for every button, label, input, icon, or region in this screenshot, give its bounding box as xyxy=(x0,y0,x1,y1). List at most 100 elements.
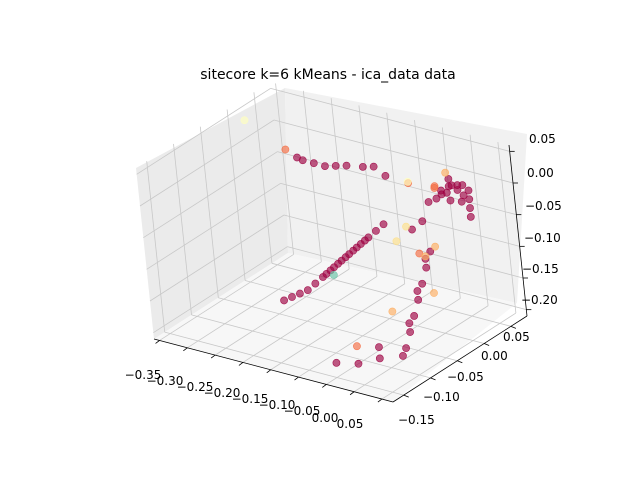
pane-back xyxy=(285,88,527,303)
scatter-point-cluster-2 xyxy=(431,242,440,251)
scatter-point-cluster-4 xyxy=(240,116,249,125)
x-tick-mark xyxy=(238,362,244,366)
scatter-point-cluster-0 xyxy=(309,159,318,168)
scatter-point-cluster-0 xyxy=(426,247,435,256)
scatter-point-cluster-2 xyxy=(421,252,430,261)
scatter-point-cluster-0 xyxy=(465,195,474,204)
y-tick-mark xyxy=(430,377,436,381)
x-tick-mark xyxy=(183,347,188,352)
back-grid-line xyxy=(287,246,527,311)
floor-grid-line xyxy=(218,297,458,362)
left-grid-line xyxy=(173,143,192,315)
scatter-point-cluster-0 xyxy=(293,153,301,162)
y-axis-line xyxy=(392,315,528,403)
z-tick-label: 0.00 xyxy=(527,166,554,180)
scatter-point-cluster-0 xyxy=(375,354,384,363)
scatter-point-cluster-0 xyxy=(464,186,473,195)
scatter-point-cluster-0 xyxy=(379,220,388,229)
y-tick-label: 0.05 xyxy=(503,330,530,344)
scatter-point-cluster-0 xyxy=(444,182,453,191)
y-tick-label: −0.10 xyxy=(423,390,460,404)
floor-grid-line xyxy=(298,290,433,378)
left-grid-line xyxy=(153,246,288,334)
left-grid-line xyxy=(146,161,166,333)
x-tick-label: 0.00 xyxy=(312,411,339,425)
left-grid-line xyxy=(226,109,246,281)
back-grid-line xyxy=(280,182,520,247)
scatter-point-cluster-0 xyxy=(280,296,288,305)
scatter-point-cluster-0 xyxy=(405,319,414,328)
x-tick-mark xyxy=(349,391,355,396)
back-grid-line xyxy=(469,134,489,306)
back-grid-line xyxy=(275,83,294,255)
z-tick-label: −0.20 xyxy=(521,293,558,307)
scatter-point-cluster-0 xyxy=(369,162,378,171)
y-tick-mark xyxy=(403,394,409,398)
floor-grid-line xyxy=(271,262,512,327)
x-tick-mark xyxy=(377,398,383,403)
x-tick-mark xyxy=(155,340,160,344)
scatter-point-cluster-2 xyxy=(441,168,450,177)
y-tick-label: −0.15 xyxy=(398,413,435,427)
floor-grid-line xyxy=(270,283,405,371)
scatter-point-cluster-0 xyxy=(332,358,341,367)
z-tick-label: −0.15 xyxy=(522,262,559,276)
floor-grid-line xyxy=(164,331,404,396)
scatter-point-cluster-0 xyxy=(466,212,475,221)
scatter-point-cluster-0 xyxy=(446,196,455,205)
scatter-point-cluster-0 xyxy=(345,250,354,258)
floor-grid-line xyxy=(326,298,461,385)
y-tick-mark xyxy=(510,325,517,329)
scatter-point-cluster-0 xyxy=(413,287,422,295)
scatter-point-cluster-0 xyxy=(424,198,433,206)
scatter-point-cluster-0 xyxy=(444,175,453,183)
scatter-point-cluster-0 xyxy=(418,217,427,226)
scatter-point-cluster-0 xyxy=(303,286,312,295)
y-tick-mark xyxy=(483,343,490,346)
scatter-point-cluster-4 xyxy=(403,177,412,186)
scatter-point-cluster-0 xyxy=(410,312,419,320)
floor-grid-line xyxy=(242,276,378,363)
x-tick-label: −0.25 xyxy=(177,380,214,394)
back-grid-line xyxy=(330,98,350,270)
back-grid-line xyxy=(386,112,406,284)
x-tick-label: 0.05 xyxy=(337,417,364,431)
scatter-point-cluster-0 xyxy=(288,293,296,301)
scatter-point-cluster-0 xyxy=(352,243,361,252)
scatter-point-cluster-0 xyxy=(406,328,415,336)
scatter-point-cluster-0 xyxy=(372,226,380,235)
scatter-point-cluster-0 xyxy=(322,269,331,278)
chart-title: sitecore k=6 kMeans - ica_data data xyxy=(200,67,455,83)
scatter-point-cluster-2 xyxy=(388,307,397,316)
x-tick-mark xyxy=(210,354,216,359)
x-tick-label: −0.30 xyxy=(147,374,184,388)
scatter-point-cluster-3 xyxy=(402,222,410,231)
z-tick-label: 0.05 xyxy=(529,132,556,146)
scatter-point-cluster-0 xyxy=(330,263,338,272)
x-tick-mark xyxy=(294,376,299,381)
scatter-point-cluster-1 xyxy=(281,145,290,154)
scatter-point-cluster-0 xyxy=(458,181,467,190)
scatter-point-cluster-0 xyxy=(321,162,329,170)
scatter-point-cluster-0 xyxy=(437,190,446,199)
x-tick-mark xyxy=(266,369,271,374)
floor-grid-line xyxy=(191,314,431,379)
x-tick-label: −0.05 xyxy=(284,404,321,418)
x-axis-line xyxy=(153,338,394,403)
scatter-point-cluster-0 xyxy=(295,289,304,298)
scatter-point-cluster-0 xyxy=(457,197,466,206)
scatter-point-cluster-0 xyxy=(375,343,383,352)
left-grid-line xyxy=(253,92,273,264)
floor-grid-line xyxy=(353,305,489,393)
floor-grid-line xyxy=(381,312,517,400)
scatter-point-cluster-0 xyxy=(418,279,427,288)
x-tick-mark xyxy=(322,384,327,388)
y-tick-mark xyxy=(457,360,463,364)
back-grid-line xyxy=(273,119,514,184)
scatter-point-cluster-0 xyxy=(466,204,474,212)
pane-floor xyxy=(154,253,517,402)
y-tick-label: 0.00 xyxy=(481,349,508,363)
scatter-point-cluster-0 xyxy=(402,344,410,353)
back-grid-line xyxy=(441,127,461,299)
back-grid-line xyxy=(270,87,510,152)
